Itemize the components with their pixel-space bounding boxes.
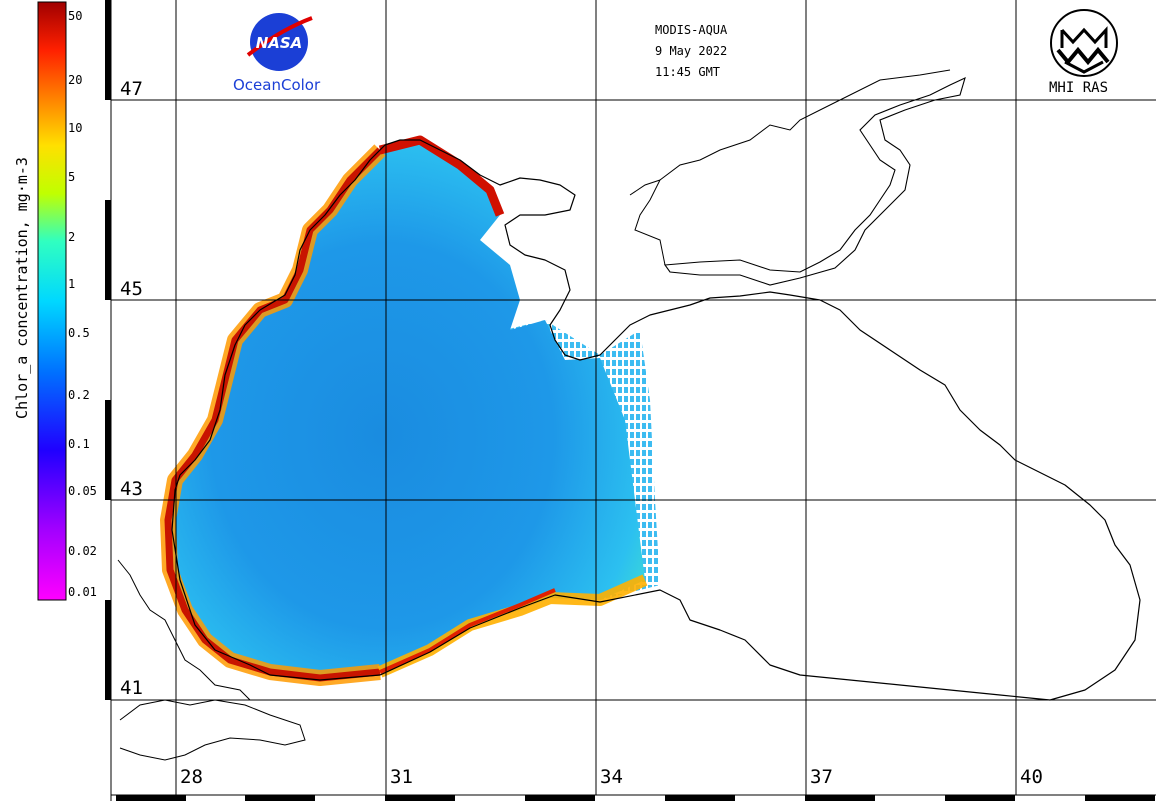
sea-chlorophyll-field: [168, 140, 645, 678]
coastal-band-west-inner: [164, 147, 383, 682]
colorbar-tick: 10: [68, 121, 83, 135]
mhi-ras-logo: [1050, 9, 1118, 77]
graticule: [111, 0, 1156, 795]
nasa-wordmark: NASA: [256, 34, 303, 52]
longitude-label: 37: [810, 766, 833, 788]
coastal-band-south-inner: [379, 588, 556, 674]
colorbar: [37, 1, 67, 601]
coastline-azov-north: [659, 69, 951, 181]
colorbar-tick: 0.1: [68, 437, 90, 451]
oceancolor-caption: OceanColor: [233, 76, 321, 94]
coastline-thrace: [117, 559, 251, 701]
sensor-label: MODIS-AQUA: [655, 23, 728, 37]
colorbar-tick: 0.5: [68, 326, 90, 340]
coastline: [171, 139, 1141, 701]
coastline-north-lagoons: [629, 179, 666, 266]
colorbar-tick: 2: [68, 230, 76, 244]
longitude-label: 28: [180, 766, 203, 788]
latitude-label: 47: [120, 78, 143, 100]
mhi-ras-caption: MHI RAS: [1049, 80, 1109, 96]
colorbar-tick: 5: [68, 170, 76, 184]
colorbar-tick: 50: [68, 9, 83, 23]
colorbar-title: Chlor_a concentration, mg·m-3: [13, 157, 31, 419]
latitude-label: 41: [120, 677, 143, 699]
date-label: 9 May 2022: [655, 44, 728, 58]
colorbar-gradient: [37, 1, 67, 601]
coastline-marmara: [119, 699, 306, 761]
longitude-label: 31: [390, 766, 413, 788]
colorbar-tick: 1: [68, 277, 76, 291]
colorbar-tick: 20: [68, 73, 83, 87]
frame-ticks: [105, 0, 1156, 801]
colorbar-tick: 0.2: [68, 388, 90, 402]
longitude-label: 40: [1020, 766, 1043, 788]
longitude-label: 34: [600, 766, 623, 788]
time-label: 11:45 GMT: [655, 65, 721, 79]
latitude-label: 45: [120, 278, 143, 300]
nasa-logo: NASA: [246, 13, 313, 71]
coastal-band-north: [378, 135, 505, 217]
latitude-label: 43: [120, 478, 143, 500]
colorbar-tick: 0.02: [68, 544, 97, 558]
coastline-azov: [663, 76, 966, 286]
colorbar-tick: 0.01: [68, 585, 97, 599]
colorbar-tick: 0.05: [68, 484, 97, 498]
